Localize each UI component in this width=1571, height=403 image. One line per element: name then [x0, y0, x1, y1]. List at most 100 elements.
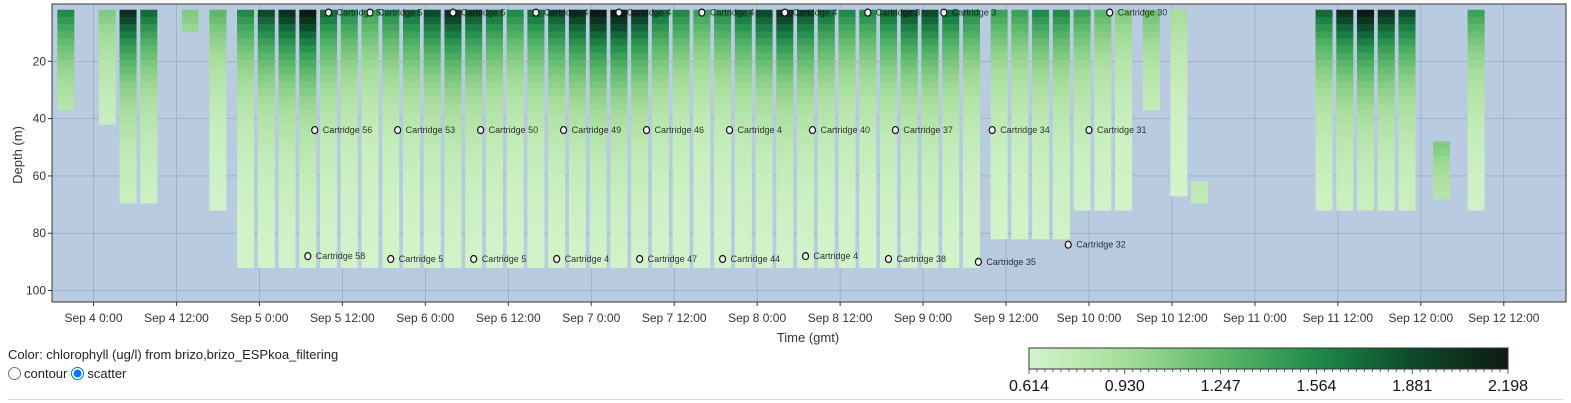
- profile-cell: [1467, 9, 1485, 18]
- profile-cell: [1094, 124, 1112, 132]
- profile-cell: [1115, 131, 1133, 139]
- profile-cell: [610, 117, 628, 125]
- profile-cell: [140, 188, 158, 197]
- profile-cell: [568, 174, 586, 182]
- profile-cell: [714, 145, 732, 154]
- profile-cell: [610, 246, 628, 254]
- profile-cell: [693, 81, 711, 89]
- profile-cell: [859, 203, 877, 211]
- profile-cell: [1011, 138, 1029, 147]
- profile-cell: [119, 31, 137, 39]
- profile-cell: [1377, 174, 1395, 182]
- profile-cell: [568, 81, 586, 89]
- contour-option[interactable]: contour: [6, 366, 67, 381]
- profile-cell: [444, 117, 462, 125]
- profile-cell: [98, 95, 116, 104]
- profile-cell: [859, 88, 877, 96]
- profile-cell: [423, 167, 441, 175]
- profile-cell: [568, 195, 586, 204]
- profile-cell: [320, 167, 338, 175]
- profile-cell: [1315, 167, 1333, 175]
- profile-cell: [755, 31, 773, 39]
- profile-cell: [278, 181, 296, 190]
- profile-cell: [879, 88, 898, 96]
- profile-cell: [921, 253, 939, 261]
- profile-cell: [1142, 45, 1160, 54]
- profile-cell: [119, 38, 137, 46]
- profile-cell: [838, 110, 856, 118]
- profile-cell: [1377, 188, 1395, 197]
- profile-cell: [1115, 95, 1133, 104]
- profile-cell: [1357, 67, 1375, 75]
- profile-cell: [1011, 16, 1029, 25]
- cartridge-marker: Cartridge 4: [725, 125, 782, 135]
- scatter-option[interactable]: scatter: [69, 366, 126, 381]
- x-tick-label: Sep 7 0:00: [562, 311, 620, 325]
- profile-cell: [838, 203, 856, 211]
- profile-cell: [1115, 160, 1133, 168]
- profile-cell: [278, 160, 296, 168]
- profile-cell: [1170, 88, 1188, 96]
- profile-cell: [962, 260, 980, 268]
- profile-cell: [361, 88, 379, 96]
- cartridge-label: Cartridge 30: [1118, 8, 1168, 18]
- profile-cell: [672, 260, 690, 268]
- profile-cell: [714, 117, 732, 125]
- profile-cell: [589, 74, 607, 82]
- profile-cell: [444, 174, 462, 182]
- profile-cell: [506, 9, 524, 18]
- profile-cell: [693, 238, 711, 247]
- profile-cell: [1377, 9, 1395, 18]
- profile-cell: [1336, 124, 1354, 132]
- profile-cell: [568, 210, 586, 218]
- profile-cell: [651, 102, 669, 111]
- profile-cell: [444, 160, 462, 168]
- profile-cell: [589, 188, 607, 197]
- profile-cell: [631, 210, 649, 218]
- profile-cell: [423, 81, 441, 89]
- profile-cell: [942, 16, 960, 25]
- profile-cell: [1142, 95, 1160, 104]
- profile-cell: [257, 145, 275, 154]
- x-tick-label: Sep 11 12:00: [1303, 311, 1374, 325]
- profile-cell: [900, 153, 918, 161]
- contour-radio[interactable]: [8, 367, 21, 380]
- profile-cell: [340, 210, 358, 218]
- profile-cell: [1115, 59, 1133, 68]
- profile-cell: [465, 81, 483, 89]
- profile-cell: [879, 203, 898, 211]
- profile-cell: [1052, 81, 1070, 89]
- profile-cell: [320, 238, 338, 247]
- profile-cell: [921, 203, 939, 211]
- cartridge-point: [477, 125, 485, 135]
- profile-cell: [1357, 88, 1375, 96]
- profile-cell: [962, 231, 980, 240]
- profile-cell: [340, 31, 358, 39]
- profile-cell: [382, 24, 400, 32]
- profile-cell: [651, 253, 669, 261]
- profile-cell: [1011, 67, 1029, 75]
- profile-cell: [548, 167, 566, 175]
- profile-cell: [631, 167, 649, 175]
- profile-cell: [278, 131, 296, 139]
- scatter-radio[interactable]: [71, 367, 85, 380]
- profile-cell: [714, 260, 732, 268]
- profile-cell: [900, 124, 918, 132]
- profile-cell: [98, 45, 116, 54]
- colorbar-tick-label: 1.881: [1392, 378, 1432, 395]
- profile-cell: [838, 253, 856, 261]
- profile-cell: [1094, 203, 1112, 211]
- profile-cell: [382, 95, 400, 104]
- profile-cell: [444, 74, 462, 82]
- profile-cell: [278, 102, 296, 111]
- profile-cell: [859, 16, 877, 25]
- profile-cell: [548, 210, 566, 218]
- profile-cell: [527, 145, 545, 154]
- cartridge-point: [864, 8, 872, 17]
- profile-cell: [320, 124, 338, 132]
- profile-cell: [879, 138, 898, 147]
- cartridge-label: Cartridge 44: [731, 254, 781, 264]
- profile-cell: [1073, 31, 1091, 39]
- profile-cell: [423, 224, 441, 233]
- profile-cell: [548, 31, 566, 39]
